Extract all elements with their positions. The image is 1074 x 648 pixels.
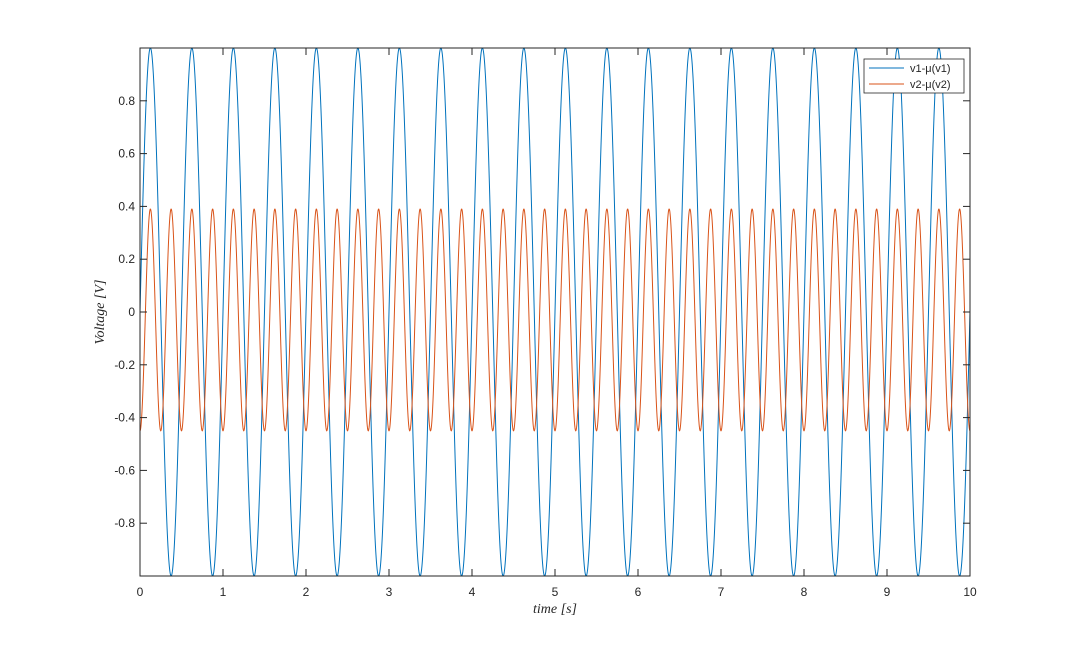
y-axis-ticks: -0.8 -0.6 -0.4 -0.2 0 0.2 0.4 0.6 0.8 [114,94,970,530]
x-tick-label: 2 [303,585,310,599]
x-tick-label: 4 [469,585,476,599]
x-tick-label: 8 [801,585,808,599]
x-tick-label: 9 [884,585,891,599]
y-tick-label: 0.4 [118,199,135,213]
y-tick-label: -0.4 [114,411,135,425]
x-tick-label: 10 [963,585,977,599]
y-tick-label: 0 [128,305,135,319]
legend-entry-v2: v2-μ(v2) [910,79,951,91]
x-tick-label: 5 [552,585,559,599]
legend-box [863,58,965,94]
series-line-2 [139,208,971,432]
legend-entry-v1: v1-μ(v1) [910,63,951,75]
y-tick-label: 0.8 [118,94,135,108]
series-line-1 [139,47,971,577]
y-axis-label: Voltage [V] [93,280,108,345]
y-tick-label: -0.8 [114,516,135,530]
legend: v1-μ(v1) v2-μ(v2) [863,58,965,94]
x-tick-label: 3 [386,585,393,599]
series-layer [139,47,971,577]
x-tick-label: 6 [635,585,642,599]
y-tick-label: 0.6 [118,147,135,161]
x-tick-label: 1 [220,585,227,599]
x-tick-label: 7 [718,585,725,599]
x-axis-label: time [s] [533,602,577,617]
y-tick-label: -0.6 [114,463,135,477]
y-tick-label: -0.2 [114,358,135,372]
y-tick-label: 0.2 [118,252,135,266]
x-tick-label: 0 [137,585,144,599]
x-axis-ticks: 0 1 2 3 4 5 6 7 8 9 10 [137,48,977,599]
